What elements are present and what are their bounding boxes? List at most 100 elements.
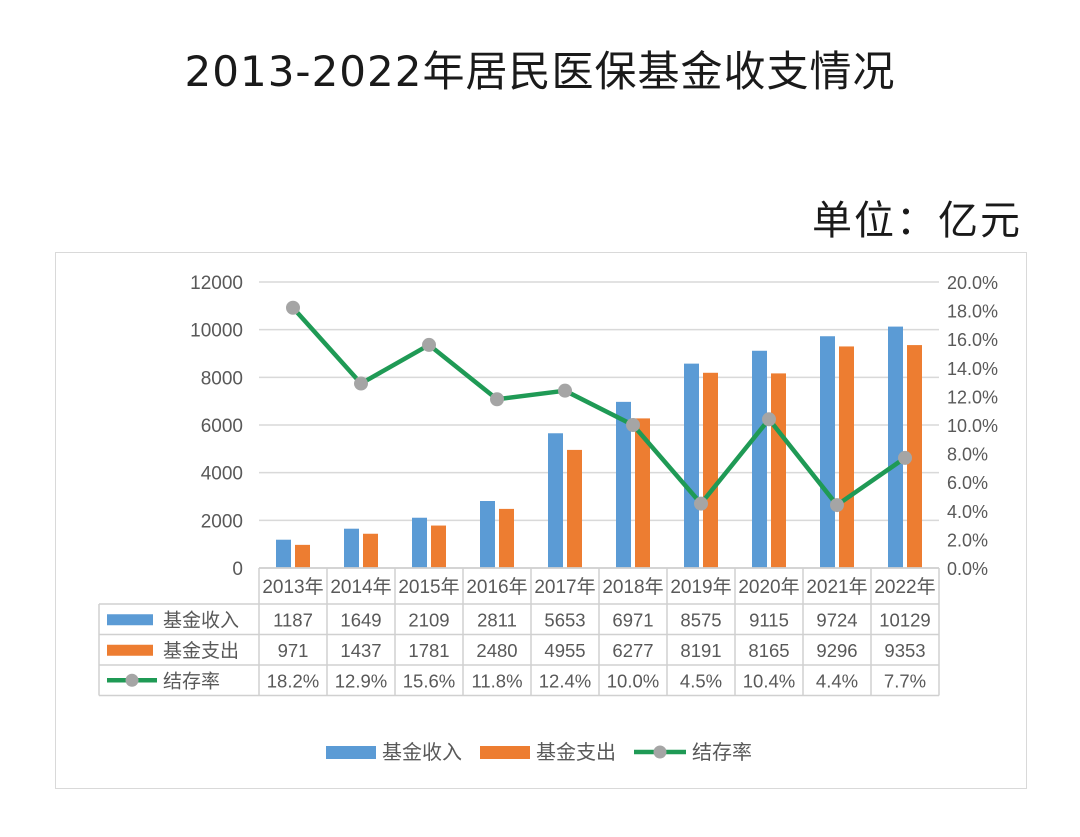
table-cell: 2480 <box>476 640 517 661</box>
table-cell: 8575 <box>680 609 721 630</box>
x-axis-category: 2022年 <box>874 576 935 598</box>
legend-income-swatch <box>326 746 376 759</box>
expense-key-swatch <box>107 644 153 656</box>
right-axis-tick: 8.0% <box>947 445 988 465</box>
table-cell: 971 <box>278 640 309 661</box>
rate-marker <box>762 412 776 427</box>
right-axis-tick: 10.0% <box>947 416 998 436</box>
table-cell: 6971 <box>612 609 653 630</box>
table-cell: 6277 <box>612 640 653 661</box>
right-y-axis: 0.0% 2.0% 4.0% 6.0% 8.0% 10.0% 12.0% 14.0% 16.0%… <box>947 273 998 579</box>
right-axis-tick: 12.0% <box>947 387 998 407</box>
table-cell: 10.4% <box>743 670 795 691</box>
rate-marker <box>898 450 912 465</box>
table-cell: 11.8% <box>471 670 522 691</box>
table-cell: 12.9% <box>335 670 387 691</box>
x-axis-category: 2013年 <box>262 576 323 598</box>
table-cell: 4955 <box>544 640 585 661</box>
income-bar <box>344 528 359 568</box>
income-bar <box>480 501 495 568</box>
left-axis-tick: 6000 <box>201 416 243 437</box>
rate-marker <box>694 496 708 511</box>
legend-expense-swatch <box>480 746 530 759</box>
legend-label: 基金支出 <box>536 741 616 764</box>
chart-legend: 基金收入 基金支出 结存率 <box>326 741 752 764</box>
income-bar <box>820 336 835 568</box>
rate-marker <box>830 498 844 513</box>
table-cell: 2811 <box>477 609 517 630</box>
table-cell: 2109 <box>408 609 449 630</box>
left-axis-tick: 0 <box>232 559 243 580</box>
table-cell: 12.4% <box>539 670 591 691</box>
income-bar <box>548 433 563 568</box>
table-cell: 10129 <box>879 609 930 630</box>
table-cell: 5653 <box>544 609 585 630</box>
left-axis-tick: 8000 <box>201 368 243 389</box>
rate-marker <box>422 337 436 352</box>
income-bar <box>888 326 903 568</box>
left-axis-tick: 2000 <box>201 511 243 532</box>
chart-container: 0 2000 4000 6000 8000 10000 12000 0.0% 2.0% 4.0%… <box>55 252 1027 789</box>
rate-marker <box>286 300 300 315</box>
table-cell: 8165 <box>748 640 789 661</box>
right-axis-tick: 0.0% <box>947 559 988 579</box>
right-axis-tick: 18.0% <box>947 302 998 322</box>
table-cell: 9353 <box>884 640 925 661</box>
unit-label: 单位：亿元 <box>812 198 1022 244</box>
x-axis-category: 2014年 <box>330 576 391 598</box>
combo-chart: 0 2000 4000 6000 8000 10000 12000 0.0% 2.0% 4.0%… <box>98 273 998 764</box>
expense-bar <box>703 372 718 568</box>
expense-bar <box>771 373 786 568</box>
table-cell: 9724 <box>816 609 857 630</box>
x-axis-category: 2017年 <box>534 576 595 598</box>
x-axis-category: 2019年 <box>670 576 731 598</box>
table-row-label: 基金支出 <box>163 640 239 662</box>
rate-marker <box>558 383 572 398</box>
income-bar <box>752 350 767 568</box>
expense-bar <box>499 508 514 568</box>
table-cell: 15.6% <box>403 670 455 691</box>
gridlines <box>259 281 939 569</box>
left-axis-tick: 4000 <box>201 464 243 485</box>
rate-marker <box>490 392 504 407</box>
left-axis-tick: 10000 <box>190 321 243 342</box>
left-y-axis: 0 2000 4000 6000 8000 10000 12000 <box>190 273 243 580</box>
x-axis-category: 2016年 <box>466 576 527 598</box>
table-cell: 4.4% <box>816 670 858 691</box>
bar-series <box>276 326 922 568</box>
x-axis-category: 2020年 <box>738 576 799 598</box>
expense-bar <box>295 544 310 568</box>
expense-bar <box>363 533 378 568</box>
right-axis-tick: 2.0% <box>947 530 988 550</box>
table-cell: 10.0% <box>607 670 659 691</box>
expense-bar <box>431 525 446 568</box>
rate-line <box>291 306 907 508</box>
right-axis-tick: 20.0% <box>947 273 998 293</box>
income-bar <box>616 401 631 568</box>
rate-marker <box>626 418 640 432</box>
left-axis-tick: 12000 <box>190 273 243 294</box>
table-cell: 18.2% <box>267 670 319 691</box>
table-cell: 1781 <box>408 640 449 661</box>
legend-rate-marker <box>653 745 667 759</box>
line-series <box>286 300 912 513</box>
rate-marker <box>354 376 368 391</box>
table-row-label: 基金收入 <box>163 609 239 631</box>
legend-label: 基金收入 <box>382 741 462 764</box>
expense-bar <box>839 346 854 568</box>
expense-bar <box>567 449 582 568</box>
table-cell: 1437 <box>340 640 381 661</box>
income-bar <box>684 363 699 568</box>
expense-bar <box>635 418 650 568</box>
right-axis-tick: 14.0% <box>947 359 998 379</box>
right-axis-tick: 6.0% <box>947 473 988 493</box>
income-bar <box>276 539 291 568</box>
x-axis-category: 2018年 <box>602 576 663 598</box>
x-axis-category: 2021年 <box>806 576 867 598</box>
table-cell: 7.7% <box>884 670 926 691</box>
right-axis-tick: 4.0% <box>947 502 988 522</box>
table-cell: 1187 <box>273 609 313 630</box>
right-axis-tick: 16.0% <box>947 330 998 350</box>
legend-label: 结存率 <box>692 741 752 764</box>
income-bar <box>412 517 427 568</box>
